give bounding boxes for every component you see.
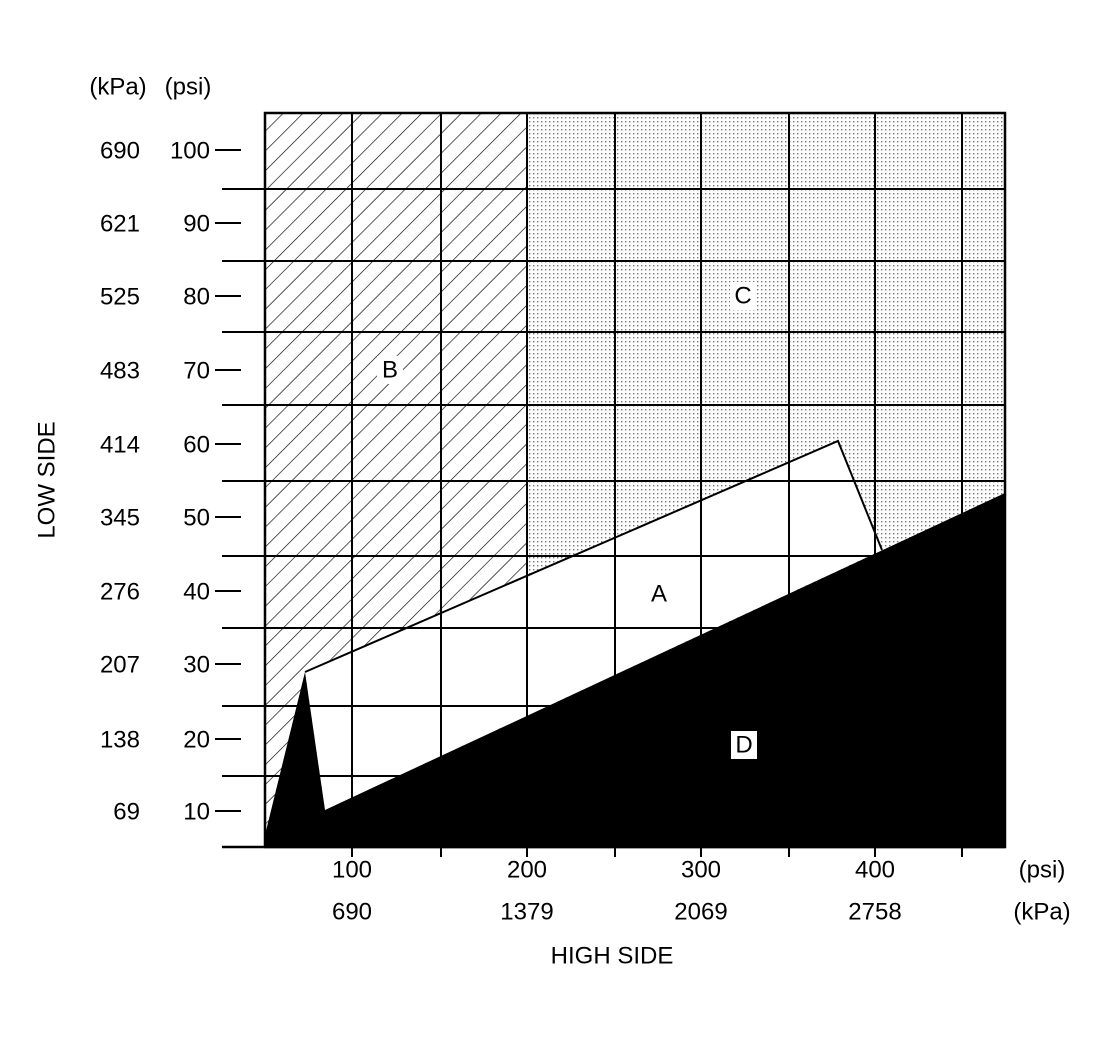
y-tick-kpa: 690 <box>100 137 140 164</box>
x-unit-psi: (psi) <box>1019 856 1066 883</box>
region-label: D <box>735 731 752 758</box>
y-tick-kpa: 345 <box>100 504 140 531</box>
x-tick-kpa: 690 <box>332 898 372 925</box>
y-tick-psi: 60 <box>183 431 210 458</box>
region-a-outline <box>304 439 883 673</box>
x-tick-kpa: 2758 <box>848 898 901 925</box>
x-tick-psi: 100 <box>332 856 372 883</box>
x-minor-ticks <box>440 847 963 857</box>
region-labels: A B C D <box>377 282 757 759</box>
y-tick-kpa: 621 <box>100 210 140 237</box>
y-tick-kpa: 138 <box>100 726 140 753</box>
y-unit-kpa: (kPa) <box>89 73 146 100</box>
x-unit-kpa: (kPa) <box>1013 898 1070 925</box>
y-axis-title: LOW SIDE <box>33 421 60 538</box>
x-axis-title: HIGH SIDE <box>551 942 674 969</box>
label-bg <box>377 356 403 384</box>
x-tick-kpa: 1379 <box>500 898 553 925</box>
region-d-fill <box>265 493 1005 847</box>
y-tick-psi: 50 <box>183 504 210 531</box>
y-tick-psi: 90 <box>183 210 210 237</box>
y-unit-psi: (psi) <box>165 73 212 100</box>
y-tick-psi: 40 <box>183 578 210 605</box>
y-tick-kpa: 69 <box>113 798 140 825</box>
y-tick-kpa: 525 <box>100 283 140 310</box>
y-tick-psi: 20 <box>183 726 210 753</box>
y-tick-psi: 10 <box>183 798 210 825</box>
x-tick-psi: 200 <box>507 856 547 883</box>
region-a-fill <box>305 441 882 810</box>
y-tick-psi: 30 <box>183 651 210 678</box>
y-tick-kpa: 207 <box>100 651 140 678</box>
y-tick-kpa: 483 <box>100 357 140 384</box>
y-tick-kpa: 276 <box>100 578 140 605</box>
y-tick-psi: 80 <box>183 283 210 310</box>
x-tick-psi: 300 <box>681 856 721 883</box>
y-tick-psi: 70 <box>183 357 210 384</box>
label-bg <box>730 282 756 310</box>
region-label: C <box>734 282 751 309</box>
label-bg <box>731 731 757 759</box>
y-tick-psi: 100 <box>170 137 210 164</box>
x-tick-psi: 400 <box>855 856 895 883</box>
y-tick-kpa: 414 <box>100 431 140 458</box>
x-tick-kpa: 2069 <box>674 898 727 925</box>
region-label: A <box>651 580 667 607</box>
region-label: B <box>382 356 398 383</box>
